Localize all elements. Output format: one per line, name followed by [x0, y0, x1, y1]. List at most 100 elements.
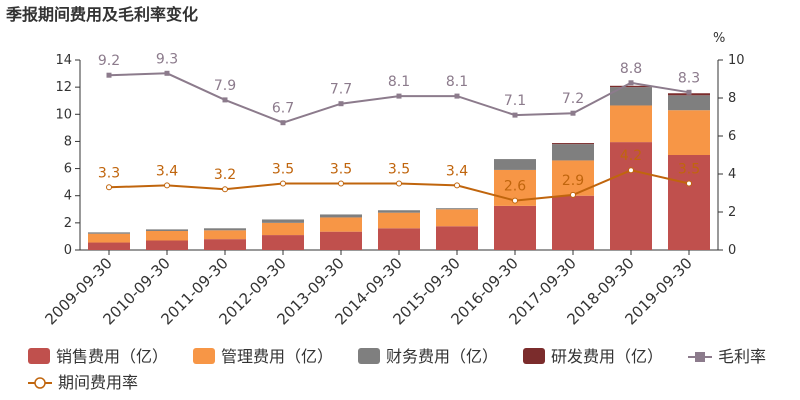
period-expense-point — [280, 180, 286, 187]
y-right-tick-label: 2 — [728, 205, 736, 220]
bar-segment — [378, 212, 420, 229]
legend-marker — [34, 377, 46, 389]
gross-margin-point — [570, 110, 576, 116]
legend-swatch — [358, 348, 380, 364]
period-expense-label: 3.5 — [330, 162, 352, 178]
bar-segment — [146, 229, 188, 231]
gross-margin-point — [280, 120, 286, 126]
period-expense-point — [164, 182, 170, 189]
bar-segment — [146, 240, 188, 250]
y-left-tick-label: 10 — [55, 107, 72, 122]
gross-margin-point — [512, 112, 518, 118]
period-expense-label: 3.3 — [98, 165, 120, 181]
bar-segment — [494, 205, 536, 250]
gross-margin-point — [686, 89, 692, 95]
y-right-tick-label: 6 — [728, 129, 736, 144]
legend-label: 研发费用（亿） — [551, 347, 663, 366]
gross-margin-label: 8.3 — [678, 70, 700, 86]
bars — [88, 85, 710, 250]
y-left-tick-label: 8 — [64, 134, 72, 149]
bar-segment — [668, 95, 710, 111]
bar-segment — [378, 228, 420, 250]
bar-segment — [320, 231, 362, 250]
y-right-unit: % — [713, 31, 725, 46]
gross-margin-label: 9.3 — [156, 51, 178, 67]
period-expense-point — [512, 197, 518, 204]
bar-segment — [610, 105, 652, 143]
legend-label: 销售费用（亿） — [56, 347, 168, 366]
gross-margin-point — [164, 70, 170, 76]
gross-margin-point — [396, 93, 402, 99]
bar-segment — [668, 110, 710, 155]
lines — [106, 70, 692, 204]
bar-segment — [88, 232, 130, 234]
gross-margin-point — [106, 72, 112, 78]
gross-margin-label: 7.1 — [504, 93, 526, 109]
y-right-tick-label: 0 — [728, 243, 736, 258]
chart-title: 季报期间费用及毛利率变化 — [5, 5, 198, 24]
bar-segment — [262, 222, 304, 236]
period-expense-label: 3.4 — [446, 163, 468, 179]
period-expense-label: 3.4 — [156, 163, 178, 179]
bar-segment — [262, 219, 304, 223]
gross-margin-label: 9.2 — [98, 53, 120, 69]
legend-swatch — [193, 348, 215, 364]
bar-segment — [610, 142, 652, 250]
bar-segment — [436, 208, 478, 210]
y-right-tick-label: 10 — [728, 53, 745, 68]
legend-swatch — [28, 348, 50, 364]
period-expense-point — [570, 191, 576, 198]
bar-segment — [552, 144, 594, 161]
y-left-tick-label: 14 — [55, 53, 72, 68]
gross-margin-label: 8.1 — [446, 74, 468, 90]
y-left-tick-label: 0 — [64, 243, 72, 258]
gross-margin-label: 7.2 — [562, 91, 584, 107]
bar-segment — [378, 210, 420, 213]
gross-margin-label: 7.9 — [214, 78, 236, 94]
gross-margin-label: 8.8 — [620, 61, 642, 77]
bar-segment — [204, 228, 246, 231]
y-left-tick-label: 2 — [64, 216, 72, 231]
bar-segment — [494, 159, 536, 170]
bar-segment — [146, 231, 188, 241]
bar-segment — [204, 239, 246, 250]
period-expense-label: 3.2 — [214, 167, 236, 183]
period-expense-point — [338, 180, 344, 187]
gross-margin-point — [222, 97, 228, 103]
bar-segment — [88, 233, 130, 243]
bar-segment — [552, 143, 594, 145]
period-expense-label: 2.9 — [562, 173, 584, 189]
gross-margin-point — [628, 80, 634, 86]
legend-label: 财务费用（亿） — [386, 347, 498, 366]
period-expense-point — [454, 182, 460, 189]
period-expense-label: 4.2 — [620, 148, 642, 164]
period-expense-point — [628, 167, 634, 174]
bar-segment — [436, 226, 478, 250]
gross-margin-label: 6.7 — [272, 101, 294, 117]
y-left-tick-label: 4 — [64, 189, 72, 204]
period-expense-point — [396, 180, 402, 187]
period-expense-label: 3.5 — [678, 162, 700, 178]
bar-segment — [262, 235, 304, 250]
data-labels: 9.2 9.3 7.9 6.7 7.7 8.1 8.1 7.1 7.2 8.8 8.3 3.3 3.4 3… — [98, 51, 700, 194]
y-left-tick-label: 12 — [55, 80, 72, 95]
legend-swatch — [523, 348, 545, 364]
bar-segment — [204, 230, 246, 240]
bar-segment — [320, 217, 362, 232]
bar-segment — [88, 242, 130, 250]
y-right-tick-label: 8 — [728, 91, 736, 106]
y-left-tick-label: 6 — [64, 162, 72, 177]
gross-margin-label: 7.7 — [330, 82, 352, 98]
bar-segment — [610, 85, 652, 88]
gross-margin-point — [454, 93, 460, 99]
period-expense-point — [222, 186, 228, 193]
legend-label: 期间费用率 — [58, 373, 138, 392]
bar-segment — [552, 195, 594, 250]
period-expense-label: 2.6 — [504, 179, 526, 195]
y-right-tick-label: 4 — [728, 167, 736, 182]
period-expense-label: 3.5 — [388, 162, 410, 178]
bar-segment — [436, 209, 478, 227]
period-expense-label: 3.5 — [272, 162, 294, 178]
